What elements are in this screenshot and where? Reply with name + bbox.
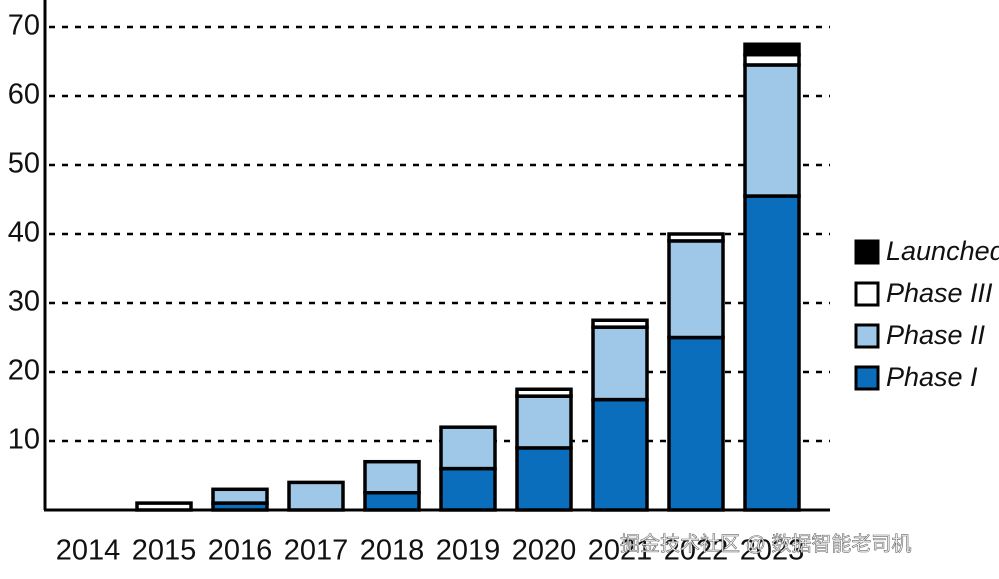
legend-swatch	[854, 281, 880, 307]
x-tick-label: 2019	[436, 535, 501, 567]
x-tick-label: 2017	[284, 535, 349, 567]
y-tick-label: 10	[8, 424, 40, 456]
y-tick-label: 20	[8, 355, 40, 387]
legend-label: Phase II	[886, 320, 986, 350]
legend-label: Phase III	[886, 278, 993, 308]
legend-swatch	[854, 323, 880, 349]
y-tick-label: 40	[8, 217, 40, 249]
legend-swatch	[854, 365, 880, 391]
bar-segment	[743, 63, 801, 198]
bar-segment	[439, 425, 497, 471]
bar-segment	[515, 387, 573, 398]
bar-segment	[591, 318, 649, 329]
bar-segment	[667, 239, 725, 340]
bar-segment	[287, 480, 345, 512]
bar-segment	[211, 487, 269, 505]
bar-segment	[363, 459, 421, 495]
x-tick-label: 2016	[208, 535, 273, 567]
bar-segment	[135, 501, 193, 512]
bar-segment	[743, 42, 801, 57]
bar-segment	[667, 232, 725, 243]
legend-label: Phase I	[886, 362, 978, 392]
x-tick-label: 2022	[664, 535, 729, 567]
x-tick-label: 2015	[132, 535, 197, 567]
bar-segment	[743, 194, 801, 512]
watermark: 掘金技术社区 @ 数据智能老司机	[620, 532, 911, 555]
x-tick-label: 2018	[360, 535, 425, 567]
bar-segment	[667, 335, 725, 512]
y-tick-label: 30	[8, 286, 40, 318]
legend-label: Launched	[886, 236, 999, 266]
bar-segment	[515, 394, 573, 450]
x-tick-label: 2014	[56, 535, 121, 567]
y-tick-label: 50	[8, 148, 40, 180]
legend-swatch	[854, 239, 880, 265]
bar-segment	[591, 325, 649, 402]
x-tick-label: 2021	[588, 535, 653, 567]
bar-segment	[363, 491, 421, 512]
bar-segment	[591, 397, 649, 512]
bar-segment	[439, 466, 497, 512]
y-tick-label: 70	[8, 10, 40, 42]
y-tick-label: 60	[8, 79, 40, 111]
bar-segment	[515, 446, 573, 512]
x-tick-label: 2020	[512, 535, 577, 567]
x-tick-label: 2023	[740, 535, 805, 567]
